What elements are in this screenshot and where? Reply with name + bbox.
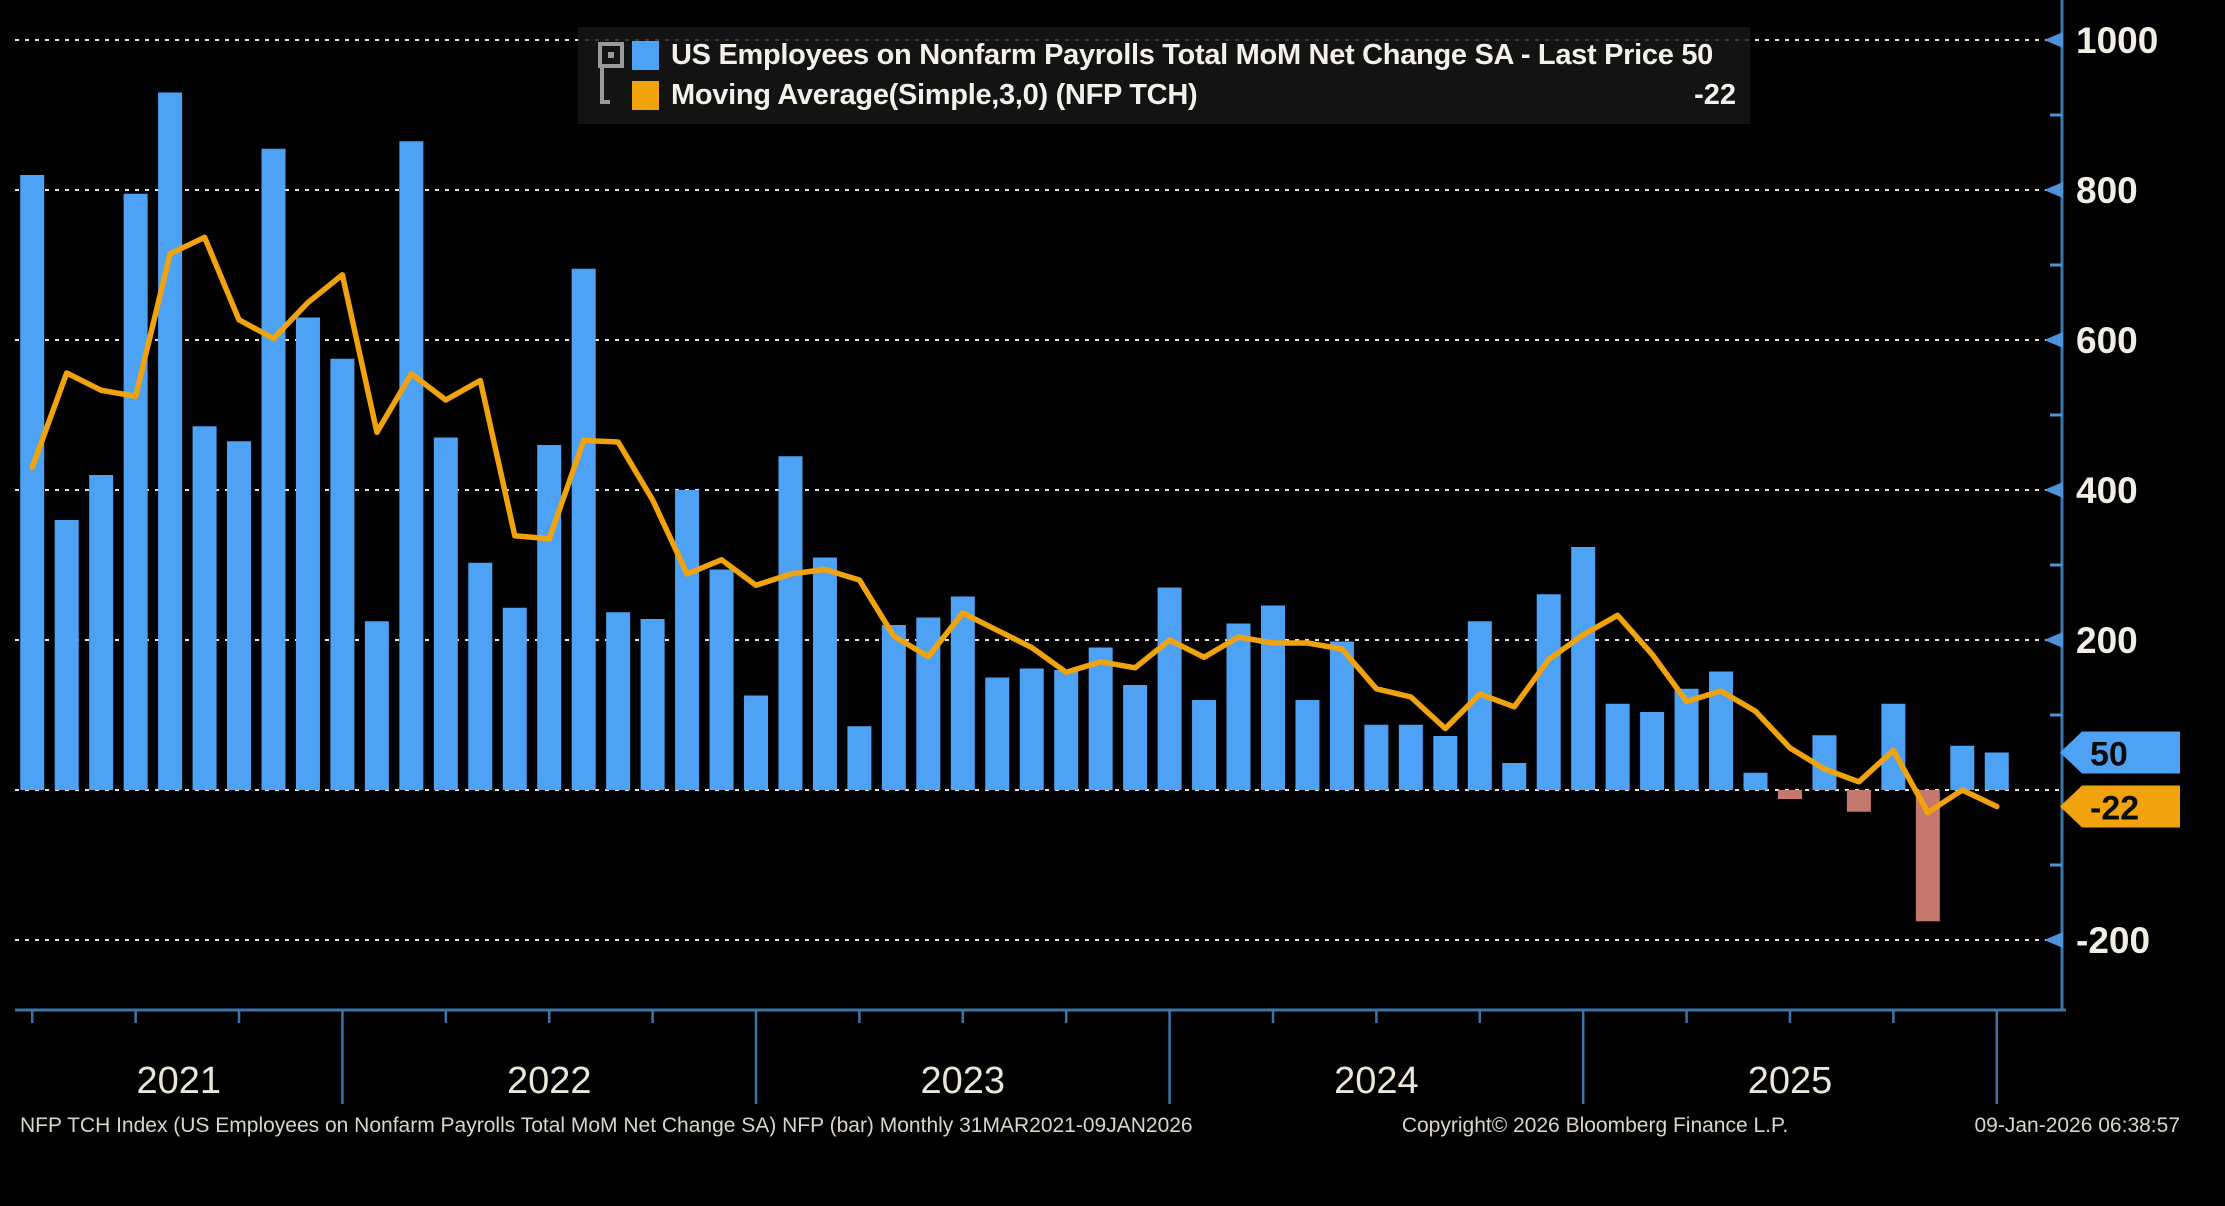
x-axis-year-label-2022: 2022 xyxy=(507,1060,592,1102)
y-axis-label-200: 200 xyxy=(2076,620,2138,661)
last-price-tag-text: 50 xyxy=(2090,736,2128,774)
bar-Jun-2023 xyxy=(950,596,975,790)
last-price-tag xyxy=(2060,731,2180,774)
bar-Dec-2021 xyxy=(330,358,355,790)
bar-Jul-2021 xyxy=(158,92,183,790)
bar-Apr-2022 xyxy=(468,562,493,790)
bar-Nov-2023 xyxy=(1123,685,1148,790)
bar-Nov-2022 xyxy=(709,569,734,790)
bar-Oct-2021 xyxy=(261,148,286,790)
y-major-tick-arrow xyxy=(2044,332,2063,348)
bar-Jul-2024 xyxy=(1398,724,1423,790)
moving-average-last-value: -22 xyxy=(1694,79,1736,111)
bar-Dec-2023 xyxy=(1157,587,1182,790)
bar-Mar-2024 xyxy=(1260,605,1285,790)
bar-Jul-2022 xyxy=(571,268,596,790)
moving-average-series-swatch xyxy=(632,81,659,110)
y-axis-label-1000: 1000 xyxy=(2076,20,2158,61)
bar-Dec-2022 xyxy=(744,695,769,790)
x-axis-year-label-2025: 2025 xyxy=(1748,1060,1833,1102)
legend-item-payrolls[interactable]: US Employees on Nonfarm Payrolls Total M… xyxy=(632,38,1750,74)
bar-Apr-2021 xyxy=(54,520,79,790)
bar-Sep-2021 xyxy=(227,441,252,790)
y-axis-label-800: 800 xyxy=(2076,170,2138,211)
y-major-tick-arrow xyxy=(2044,632,2063,648)
chart-legend: US Employees on Nonfarm Payrolls Total M… xyxy=(578,27,1750,124)
bar-Oct-2024 xyxy=(1502,763,1527,790)
bar-Aug-2021 xyxy=(192,426,217,790)
bar-Feb-2023 xyxy=(812,557,837,790)
bar-Apr-2023 xyxy=(881,625,906,790)
bar-May-2022 xyxy=(502,607,527,790)
y-major-tick-arrow xyxy=(2044,482,2063,498)
moving-average-tag xyxy=(2060,785,2180,828)
bar-Feb-2025 xyxy=(1640,712,1665,790)
bar-Aug-2025 xyxy=(1846,790,1871,812)
bar-Jun-2022 xyxy=(537,445,562,790)
bar-Sep-2023 xyxy=(1054,670,1079,790)
bar-Mar-2023 xyxy=(847,726,872,790)
y-axis-label-600: 600 xyxy=(2076,320,2138,361)
bar-Apr-2024 xyxy=(1295,700,1320,790)
bar-May-2024 xyxy=(1329,641,1354,790)
bar-Feb-2022 xyxy=(399,141,424,790)
y-axis-label--200: -200 xyxy=(2076,920,2150,961)
payrolls-series-label: US Employees on Nonfarm Payrolls Total M… xyxy=(671,39,1713,71)
legend-grip-icon[interactable] xyxy=(586,36,632,116)
bar-Dec-2024 xyxy=(1571,547,1596,790)
bar-May-2021 xyxy=(89,475,114,790)
timestamp: 09-Jan-2026 06:38:57 xyxy=(1974,1114,2181,1137)
bar-Jan-2023 xyxy=(778,456,803,790)
bar-Mar-2025 xyxy=(1674,688,1699,790)
bar-Sep-2022 xyxy=(640,619,665,790)
bar-Aug-2022 xyxy=(606,612,631,790)
moving-average-line xyxy=(29,234,2000,816)
x-axis-year-label-2024: 2024 xyxy=(1334,1060,1419,1102)
bar-Jan-2025 xyxy=(1605,703,1630,790)
y-axis-label-400: 400 xyxy=(2076,470,2138,511)
bar-Mar-2022 xyxy=(433,437,458,790)
bar-Jun-2025 xyxy=(1777,790,1802,799)
bar-Jun-2024 xyxy=(1364,724,1389,790)
payrolls-series-swatch xyxy=(632,41,659,70)
bar-Aug-2023 xyxy=(1019,668,1044,790)
bar-Dec-2025 xyxy=(1984,752,2009,790)
legend-item-moving-average[interactable]: Moving Average(Simple,3,0) (NFP TCH) -22 xyxy=(632,78,1750,114)
x-axis-year-label-2023: 2023 xyxy=(921,1060,1006,1102)
y-major-tick-arrow xyxy=(2044,182,2063,198)
bar-Jan-2024 xyxy=(1192,700,1217,790)
bar-Nov-2021 xyxy=(295,317,320,790)
bar-Nov-2025 xyxy=(1950,745,1975,790)
y-major-tick-arrow xyxy=(2044,932,2063,948)
bar-Jul-2023 xyxy=(985,677,1010,790)
bar-Sep-2025 xyxy=(1881,703,1906,790)
bar-Feb-2024 xyxy=(1226,623,1251,790)
y-major-tick-arrow xyxy=(2044,32,2063,48)
bar-Aug-2024 xyxy=(1433,736,1458,790)
chart-source-description: NFP TCH Index (US Employees on Nonfarm P… xyxy=(20,1114,1193,1137)
x-axis-year-label-2021: 2021 xyxy=(136,1060,221,1102)
bar-Jun-2021 xyxy=(123,193,148,790)
bar-Mar-2021 xyxy=(20,175,45,790)
copyright-notice: Copyright© 2026 Bloomberg Finance L.P. xyxy=(1401,1114,1789,1137)
bar-Jan-2022 xyxy=(364,621,389,790)
moving-average-series-label: Moving Average(Simple,3,0) (NFP TCH) xyxy=(671,79,1198,111)
bar-May-2025 xyxy=(1743,772,1768,790)
bar-Oct-2023 xyxy=(1088,647,1113,790)
moving-average-tag-text: -22 xyxy=(2090,790,2139,828)
bar-Oct-2022 xyxy=(675,490,700,790)
bar-Nov-2024 xyxy=(1536,594,1561,790)
